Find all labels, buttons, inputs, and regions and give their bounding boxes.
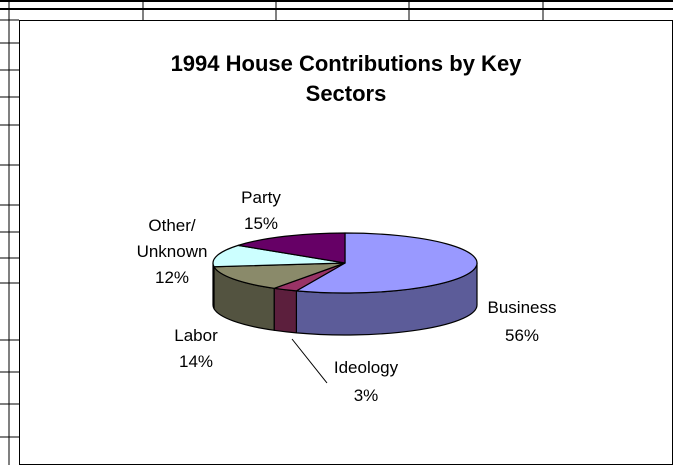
- chart-title-line: 1994 House Contributions by Key: [170, 51, 522, 76]
- data-label: 14%: [179, 352, 213, 371]
- grid-top-border: [0, 0, 673, 2]
- data-label: Party: [241, 188, 281, 207]
- pie-slice: [295, 232, 478, 294]
- data-label: 12%: [155, 268, 189, 287]
- data-label: Unknown: [137, 242, 208, 261]
- data-label: 56%: [505, 326, 539, 345]
- pie-slice-side: [273, 287, 298, 334]
- embedded-chart[interactable]: 1994 House Contributions by Key Sectors …: [19, 20, 673, 465]
- data-label: 3%: [354, 386, 379, 405]
- data-label: Business: [488, 298, 557, 317]
- data-label: 15%: [244, 214, 278, 233]
- data-label: Ideology: [334, 358, 399, 377]
- pie-chart: Business 56% Ideology 3% Labor 14% Other/Unkno…: [137, 188, 557, 405]
- chart-title-line: Sectors: [305, 81, 387, 106]
- pie-slice: [212, 244, 346, 268]
- chart-title: 1994 House Contributions by Key Sectors: [20, 49, 672, 109]
- label-leader-line: [291, 338, 328, 384]
- pie-slice: [213, 262, 346, 289]
- pie-slice: [237, 232, 346, 264]
- data-label: Labor: [174, 326, 218, 345]
- data-label: Other/: [148, 216, 196, 235]
